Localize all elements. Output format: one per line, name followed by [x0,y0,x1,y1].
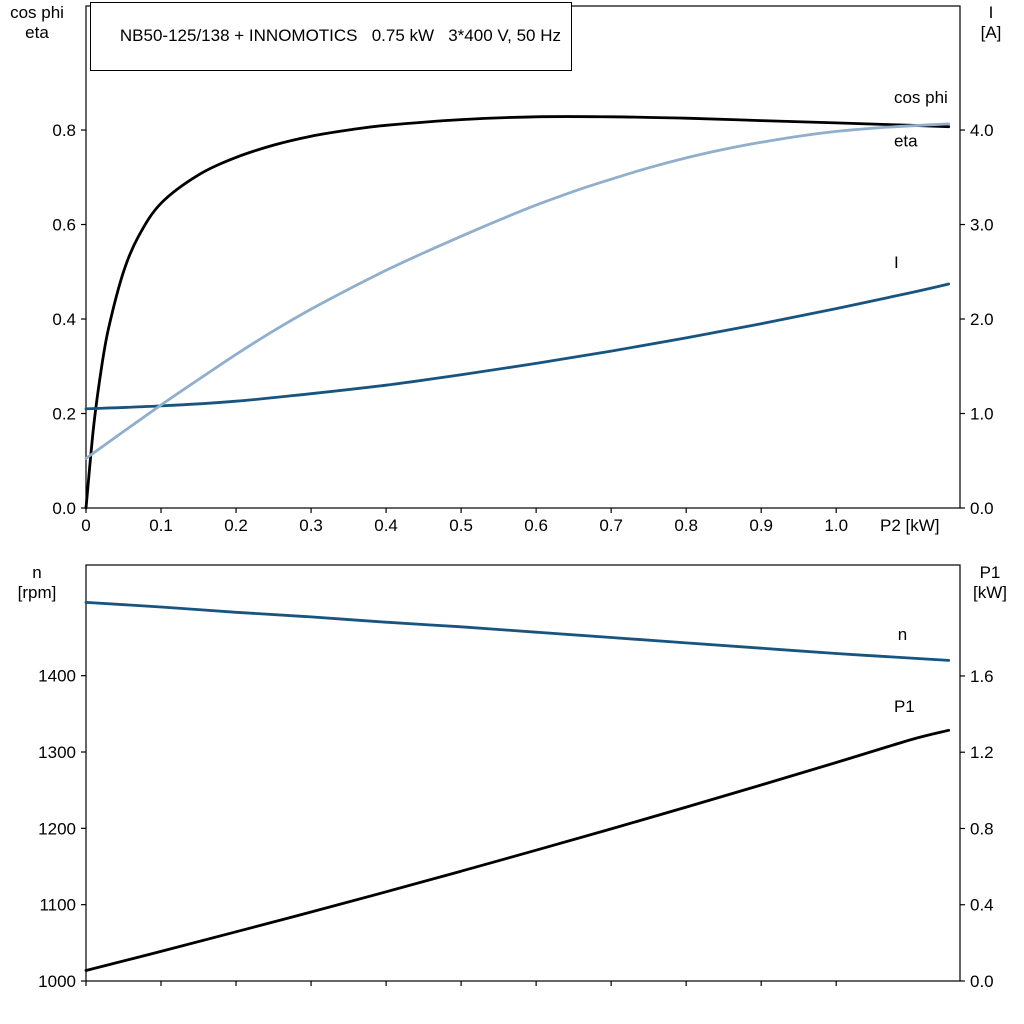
right-tick-label: 1.2 [970,743,994,762]
top-chart-right-axis-label: I [A] [962,3,1020,43]
curve-label-cos-phi: cos phi [894,88,948,107]
x-tick-label: 1.0 [824,516,848,535]
right-axis-label-line2: [A] [980,23,1002,42]
curve-label-I: I [894,253,899,272]
chart-title-box: NB50-125/138 + INNOMOTICS 0.75 kW 3*400 … [90,2,573,71]
left-axis-label-line2: [rpm] [17,583,57,602]
left-axis-label-line1: cos phi [10,3,64,22]
left-axis-label-line2: eta [25,23,49,42]
left-tick-label: 1000 [38,972,76,991]
left-tick-label: 1400 [38,667,76,686]
right-tick-label: 4.0 [970,121,994,140]
chart-speed-power: 1000 1100 1200 1300 1400 0.0 0.4 0.8 1.2 1.6 n P1 [38,564,994,991]
right-tick-label: 2.0 [970,310,994,329]
left-tick-label: 1200 [38,819,76,838]
x-tick-label: 0.1 [149,516,173,535]
left-axis-label-line1: n [32,563,42,582]
x-tick-label: 0.9 [749,516,773,535]
right-tick-label: 0.0 [970,972,994,991]
plot-frame [85,564,961,982]
right-tick-label: 3.0 [970,216,994,235]
left-tick-label: 0.6 [52,216,76,235]
x-tick-label: 0 [81,516,90,535]
left-tick-label: 0.4 [52,310,76,329]
x-tick-label: 0.2 [224,516,248,535]
left-tick-label: 1300 [38,743,76,762]
chart-title: NB50-125/138 + INNOMOTICS 0.75 kW 3*400 … [119,26,562,45]
right-tick-label: 0.4 [970,896,994,915]
right-axis-label-line1: P1 [979,563,1001,582]
x-tick-label: 0.8 [674,516,698,535]
x-tick-label: 0.6 [524,516,548,535]
x-tick-label: 0.5 [449,516,473,535]
curve-n [84,601,951,662]
right-tick-label: 1.6 [970,667,994,686]
curve-eta [84,115,951,510]
x-tick-label: 0.4 [374,516,398,535]
curve-P1 [84,728,951,972]
bottom-chart-right-axis-label: P1 [kW] [960,563,1020,603]
left-tick-label: 0.0 [52,499,76,518]
chart-performance: 0 0.1 0.2 0.3 0.4 0.5 0.6 0.7 0.8 0.9 1.0 0.0 0.2 0.4… [52,5,994,535]
curve-label-P1: P1 [894,697,915,716]
left-tick-label: 0.2 [52,405,76,424]
left-tick-label: 1100 [39,896,76,915]
curve-label-eta: eta [894,132,918,151]
curve-label-n: n [898,625,907,644]
curve-I [84,282,951,411]
curve-cos-phi [84,122,951,460]
x-axis-label: P2 [kW] [880,516,940,535]
right-axis-label-line2: [kW] [973,583,1007,602]
plot-frame [85,5,961,509]
bottom-chart-left-axis-label: n [rpm] [4,563,70,603]
right-tick-label: 1.0 [970,405,994,424]
left-tick-label: 0.8 [52,121,76,140]
top-chart-left-axis-label: cos phi eta [4,3,70,43]
x-tick-label: 0.7 [599,516,623,535]
right-axis-label-line1: I [988,3,994,22]
x-tick-label: 0.3 [299,516,323,535]
right-tick-label: 0.8 [970,819,994,838]
right-tick-label: 0.0 [970,499,994,518]
